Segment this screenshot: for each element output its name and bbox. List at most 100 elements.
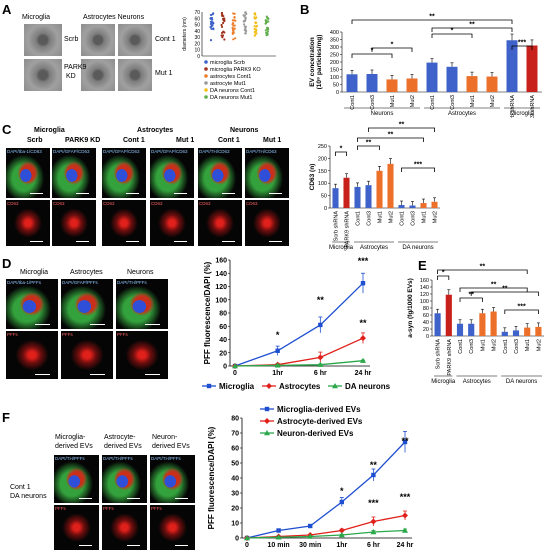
panel-label-f: F bbox=[2, 410, 10, 425]
panel-c-col-astro: Astrocytes bbox=[137, 127, 174, 134]
sig-stars: * bbox=[340, 146, 343, 153]
panel-c-merge-image-channel-label: DAPI/GFAP/CD63 bbox=[103, 149, 140, 154]
marker bbox=[317, 354, 324, 361]
tem-neuron-mut1 bbox=[118, 59, 152, 91]
bar bbox=[426, 62, 438, 92]
panel-a-dot bbox=[265, 15, 268, 18]
y-tick-label: 300 bbox=[330, 45, 339, 51]
bar bbox=[512, 330, 520, 336]
group-label: Microglia bbox=[329, 245, 354, 251]
group-label: Neurons bbox=[371, 111, 394, 117]
marker bbox=[338, 527, 345, 534]
bar bbox=[434, 313, 441, 336]
panel-c-cd63-image: CD63 bbox=[198, 200, 242, 246]
panel-f-col-3a: Neuron- bbox=[152, 434, 178, 441]
panel-a-dot bbox=[242, 14, 245, 17]
panel-a-row-mut1: Mut 1 bbox=[155, 70, 173, 77]
marker bbox=[318, 322, 323, 328]
panel-a-dot bbox=[244, 16, 247, 19]
legend-entry: Astrocytes bbox=[279, 382, 321, 391]
panel-a-dot bbox=[253, 16, 256, 19]
y-tick-label: 160 bbox=[215, 258, 227, 265]
x-tick-label: Mut1 bbox=[422, 211, 428, 223]
marker bbox=[308, 523, 313, 529]
panel-a-dot bbox=[245, 12, 248, 16]
sig-stars: * bbox=[451, 28, 454, 35]
bar bbox=[376, 170, 383, 208]
bar bbox=[343, 177, 350, 208]
panel-a-dot bbox=[242, 23, 246, 26]
panel-c-cd63-image-channel-label: CD63 bbox=[246, 201, 258, 206]
x-tick-label: Mut2 bbox=[490, 95, 496, 107]
panel-f-pff-image-channel-label: PFFs bbox=[151, 506, 162, 511]
bar bbox=[479, 313, 486, 336]
x-tick-label: Cont1 bbox=[430, 95, 436, 110]
sig-star: *** bbox=[358, 256, 369, 266]
panel-d-pff-image: PFFs bbox=[116, 331, 168, 379]
panel-d-merge-image: DAPI/GFAP/PFFs bbox=[61, 279, 113, 329]
panel-c-merge-image-channel-label: DAPI/GFAP/CD63 bbox=[151, 149, 188, 154]
panel-c-merge-image: DAPI/GFAP/CD63 bbox=[102, 148, 146, 198]
sig-stars: *** bbox=[414, 162, 422, 169]
panel-c-merge-image: DAPI/TH/CD63 bbox=[198, 148, 242, 198]
scale-bar bbox=[144, 323, 161, 325]
sig-star: ** bbox=[317, 295, 325, 305]
series-line bbox=[234, 282, 364, 367]
series-line bbox=[246, 514, 406, 539]
x-tick-label: Cont1 bbox=[458, 339, 464, 354]
x-tick-label: Cont3 bbox=[367, 211, 373, 226]
sig-stars: ** bbox=[502, 286, 508, 293]
panel-c-bar-chart: 250 200 150 100 50 0 Scrb shRNA PARK9 shRNA Cont… bbox=[309, 122, 440, 251]
scale-bar bbox=[89, 373, 106, 375]
sig-stars: * bbox=[442, 270, 445, 277]
x-tick-label: 24 hr bbox=[355, 370, 372, 377]
panel-a-dot bbox=[209, 20, 213, 23]
tem-microglia-scrb bbox=[24, 24, 62, 56]
x-tick-label: Mut2 bbox=[389, 211, 395, 223]
panel-a-ytick: 50 bbox=[194, 23, 200, 29]
bar bbox=[526, 45, 538, 92]
marker bbox=[371, 472, 376, 478]
marker bbox=[360, 280, 366, 286]
sig-bracket bbox=[459, 287, 528, 292]
y-tick-label: 0 bbox=[235, 536, 239, 543]
x-tick-label: Mut2 bbox=[410, 95, 416, 107]
panel-c-merge-image: DAPI/GFAP/CD63 bbox=[150, 148, 194, 198]
panel-a-legend-swatch bbox=[204, 67, 208, 71]
series-line bbox=[234, 337, 364, 367]
panel-c-cd63-image: CD63 bbox=[245, 200, 289, 246]
panel-f-merge-image-channel-label: DAPI/TH/PFFs bbox=[103, 456, 133, 461]
x-tick-label: 0 bbox=[245, 542, 249, 549]
panel-a-dot bbox=[265, 34, 268, 37]
y-tick-label: 160 bbox=[420, 278, 429, 284]
bar bbox=[420, 203, 427, 208]
panel-a-legend-swatch bbox=[204, 88, 208, 92]
bar bbox=[365, 185, 372, 208]
panel-f-col-1b: derived EVs bbox=[55, 443, 93, 450]
y-axis-label: a-syn (fg/1000 EVs) bbox=[407, 278, 414, 338]
panel-f-pff-image-channel-label: PFFs bbox=[103, 506, 114, 511]
x-tick-label: 24 hr bbox=[397, 542, 414, 549]
panel-d-pff-image-channel-label: PFFs bbox=[7, 332, 18, 337]
legend-entry: Astrocyte-derived EVs bbox=[277, 417, 363, 426]
panel-label-a: A bbox=[2, 2, 12, 17]
marker bbox=[339, 499, 344, 505]
panel-a-legend-swatch bbox=[204, 74, 208, 78]
panel-a-dot bbox=[209, 13, 213, 17]
bar bbox=[535, 326, 542, 336]
group-label: Astrocytes bbox=[448, 111, 476, 117]
panel-a-dot bbox=[209, 26, 212, 29]
panel-a-col-astro-neuron: Astrocytes Neurons bbox=[83, 14, 145, 21]
panel-a-ytick: 40 bbox=[194, 29, 200, 35]
y-tick-label: 60 bbox=[219, 324, 227, 331]
bar bbox=[409, 205, 416, 208]
sig-bracket bbox=[431, 33, 473, 38]
x-tick-label: Cont1 bbox=[503, 339, 509, 354]
sig-stars: *** bbox=[518, 304, 526, 311]
y-tick-label: 100 bbox=[330, 75, 339, 81]
y-tick-label: 150 bbox=[330, 68, 339, 74]
sig-stars: *** bbox=[518, 40, 526, 47]
scale-bar bbox=[30, 192, 44, 194]
legend-marker bbox=[264, 406, 270, 412]
legend-marker bbox=[332, 383, 338, 389]
